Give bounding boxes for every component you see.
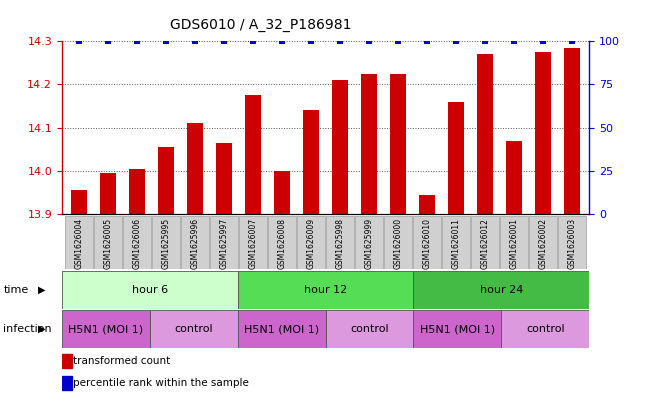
Bar [238,271,413,309]
Bar [303,110,319,214]
Bar [216,143,232,214]
Bar [413,310,501,348]
Bar [413,271,589,309]
Bar [245,95,261,214]
Bar [448,102,464,214]
Bar [535,52,551,214]
Bar [274,171,290,214]
Bar [442,216,470,269]
Bar [210,216,238,269]
Bar [187,123,203,214]
Text: GSM1626008: GSM1626008 [277,218,286,269]
Bar [355,216,383,269]
Text: GSM1625995: GSM1625995 [161,218,171,269]
Bar [332,80,348,214]
Bar [152,216,180,269]
Text: ▶: ▶ [38,285,46,295]
Bar [71,191,87,214]
Text: GSM1626005: GSM1626005 [104,218,113,269]
Text: GSM1626011: GSM1626011 [451,218,460,269]
Bar [62,271,238,309]
Bar [100,173,116,214]
Bar [501,310,589,348]
Bar [419,195,435,214]
Bar [471,216,499,269]
Bar [297,216,325,269]
Text: GSM1625996: GSM1625996 [191,218,200,269]
Bar [181,216,209,269]
Bar [123,216,151,269]
Bar [384,216,412,269]
Bar [238,310,326,348]
Text: time: time [3,285,29,295]
Text: H5N1 (MOI 1): H5N1 (MOI 1) [68,324,143,334]
Bar [158,147,174,214]
Bar [413,216,441,269]
Text: H5N1 (MOI 1): H5N1 (MOI 1) [420,324,495,334]
Text: GSM1625998: GSM1625998 [335,218,344,269]
Bar [268,216,296,269]
Bar [326,310,413,348]
Text: GDS6010 / A_32_P186981: GDS6010 / A_32_P186981 [170,18,351,32]
Bar [62,376,72,389]
Text: control: control [526,324,564,334]
Text: GSM1626007: GSM1626007 [249,218,258,269]
Text: GSM1626012: GSM1626012 [480,218,490,269]
Text: GSM1626000: GSM1626000 [393,218,402,269]
Bar [477,54,493,214]
Bar [500,216,528,269]
Bar [564,48,580,214]
Text: GSM1625999: GSM1625999 [365,218,374,269]
Bar [506,141,522,214]
Bar [94,216,122,269]
Text: transformed count: transformed count [74,356,171,366]
Text: GSM1626004: GSM1626004 [75,218,84,269]
Bar [361,74,377,214]
Bar [129,169,145,214]
Bar [326,216,354,269]
Text: hour 12: hour 12 [304,285,347,295]
Text: control: control [174,324,213,334]
Text: H5N1 (MOI 1): H5N1 (MOI 1) [244,324,319,334]
Bar [62,354,72,368]
Text: GSM1626010: GSM1626010 [422,218,432,269]
Bar [558,216,586,269]
Text: hour 24: hour 24 [480,285,523,295]
Bar [239,216,267,269]
Text: GSM1626002: GSM1626002 [538,218,547,269]
Text: GSM1626009: GSM1626009 [307,218,316,269]
Bar [150,310,238,348]
Text: hour 6: hour 6 [132,285,168,295]
Text: percentile rank within the sample: percentile rank within the sample [74,378,249,387]
Bar [390,74,406,214]
Text: GSM1625997: GSM1625997 [219,218,229,269]
Bar [62,310,150,348]
Text: GSM1626003: GSM1626003 [567,218,576,269]
Text: ▶: ▶ [38,324,46,334]
Text: control: control [350,324,389,334]
Bar [65,216,93,269]
Text: infection: infection [3,324,52,334]
Text: GSM1626001: GSM1626001 [509,218,518,269]
Bar [529,216,557,269]
Text: GSM1626006: GSM1626006 [133,218,142,269]
